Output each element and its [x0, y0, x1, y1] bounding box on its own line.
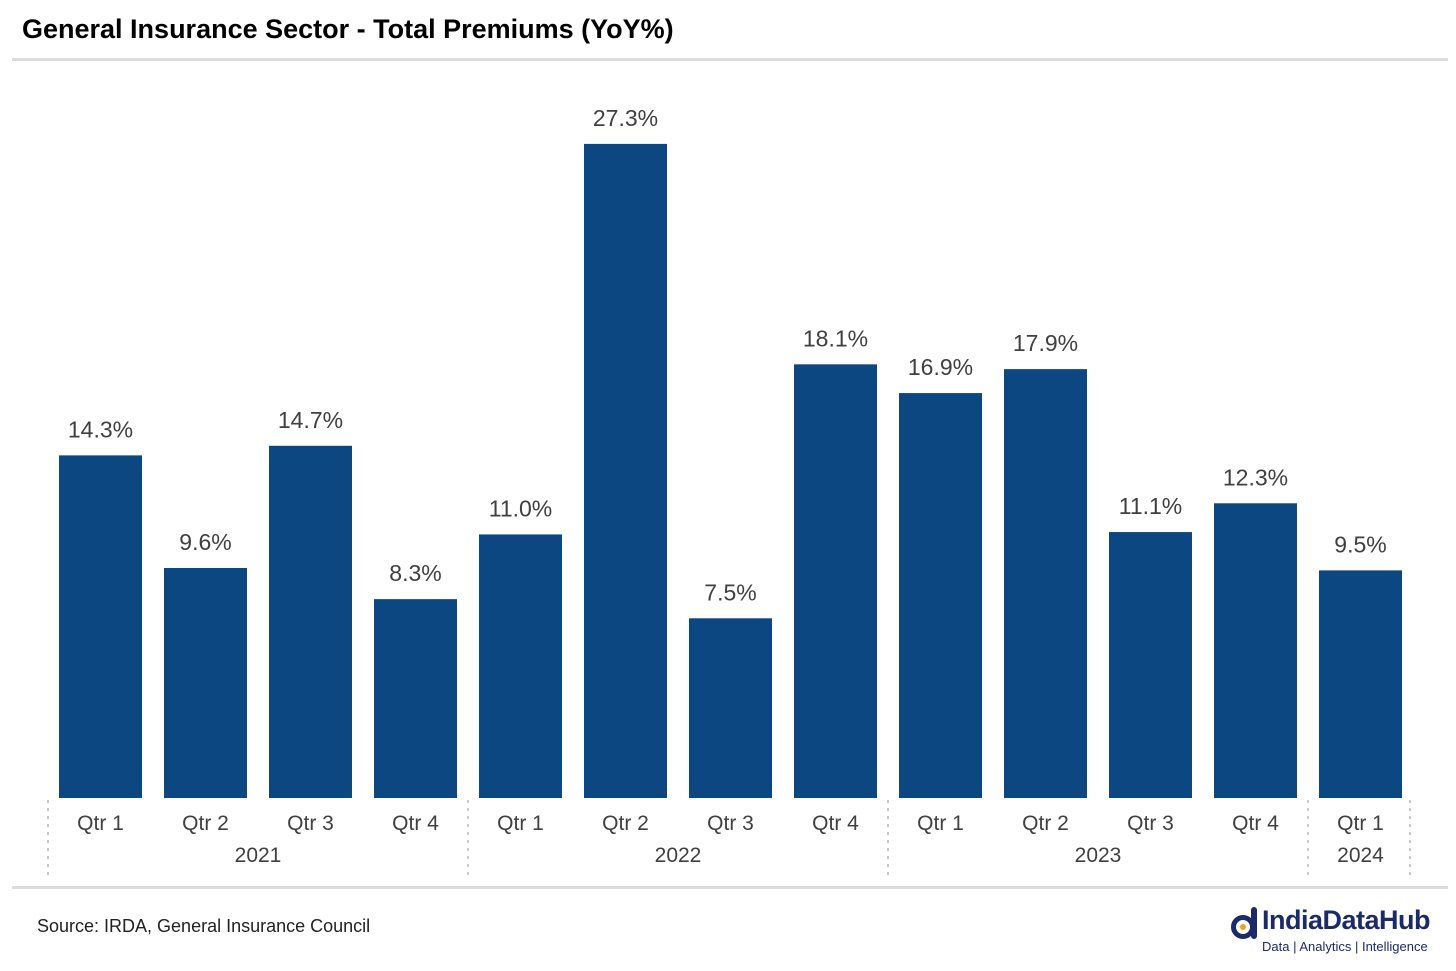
bar	[1319, 570, 1402, 798]
data-label: 14.3%	[68, 416, 133, 442]
year-group-label: 2024	[1337, 844, 1384, 867]
x-tick-label: Qtr 2	[1022, 812, 1069, 835]
data-label: 12.3%	[1223, 464, 1288, 490]
x-tick-label: Qtr 4	[1232, 812, 1279, 835]
data-label: 11.0%	[489, 495, 553, 521]
bar	[1109, 532, 1192, 798]
bar	[1004, 369, 1087, 798]
year-group-label: 2023	[1075, 844, 1122, 867]
year-group-label: 2021	[235, 844, 282, 867]
top-divider	[12, 58, 1448, 61]
data-label: 7.5%	[704, 579, 756, 605]
d-logo-icon	[1231, 907, 1257, 939]
bar	[899, 393, 982, 798]
bar	[374, 599, 457, 798]
brand-logo: IndiaDataHub Data | Analytics | Intellig…	[1222, 905, 1442, 961]
x-tick-label: Qtr 2	[602, 812, 649, 835]
x-tick-label: Qtr 2	[182, 812, 229, 835]
data-label: 16.9%	[908, 354, 973, 380]
x-tick-label: Qtr 1	[77, 812, 124, 835]
bar	[1214, 503, 1297, 798]
bar	[689, 618, 772, 798]
bar	[164, 567, 247, 798]
x-tick-label: Qtr 3	[1127, 812, 1174, 835]
x-tick-label: Qtr 4	[812, 812, 859, 835]
data-label: 9.6%	[179, 529, 231, 555]
bar	[794, 364, 877, 798]
data-label: 14.7%	[278, 407, 343, 433]
x-tick-label: Qtr 3	[707, 812, 754, 835]
x-tick-label: Qtr 1	[1337, 812, 1384, 835]
bottom-divider	[12, 886, 1448, 889]
data-label: 8.3%	[389, 560, 441, 586]
bar-chart: 14.3% Qtr 1 9.6% Qtr 2 14.7% Qtr 3 8.3% Qtr 4 11…	[47, 105, 1411, 876]
x-tick-label: Qtr 1	[497, 812, 544, 835]
brand-name: IndiaDataHub	[1262, 905, 1431, 935]
bar	[479, 534, 562, 798]
x-tick-label: Qtr 3	[287, 812, 334, 835]
data-label: 17.9%	[1013, 330, 1078, 356]
data-label: 27.3%	[593, 105, 658, 131]
data-label: 9.5%	[1334, 531, 1386, 557]
data-label: 11.1%	[1119, 493, 1183, 519]
bar	[584, 143, 667, 799]
x-tick-label: Qtr 1	[917, 812, 964, 835]
bar	[59, 455, 142, 798]
source-note: Source: IRDA, General Insurance Council	[37, 916, 371, 936]
chart-title: General Insurance Sector - Total Premium…	[22, 14, 674, 44]
bar	[269, 445, 352, 798]
brand-tagline: Data | Analytics | Intelligence	[1262, 939, 1428, 954]
x-tick-label: Qtr 4	[392, 812, 439, 835]
year-group-label: 2022	[655, 844, 702, 867]
data-label: 18.1%	[803, 325, 868, 351]
